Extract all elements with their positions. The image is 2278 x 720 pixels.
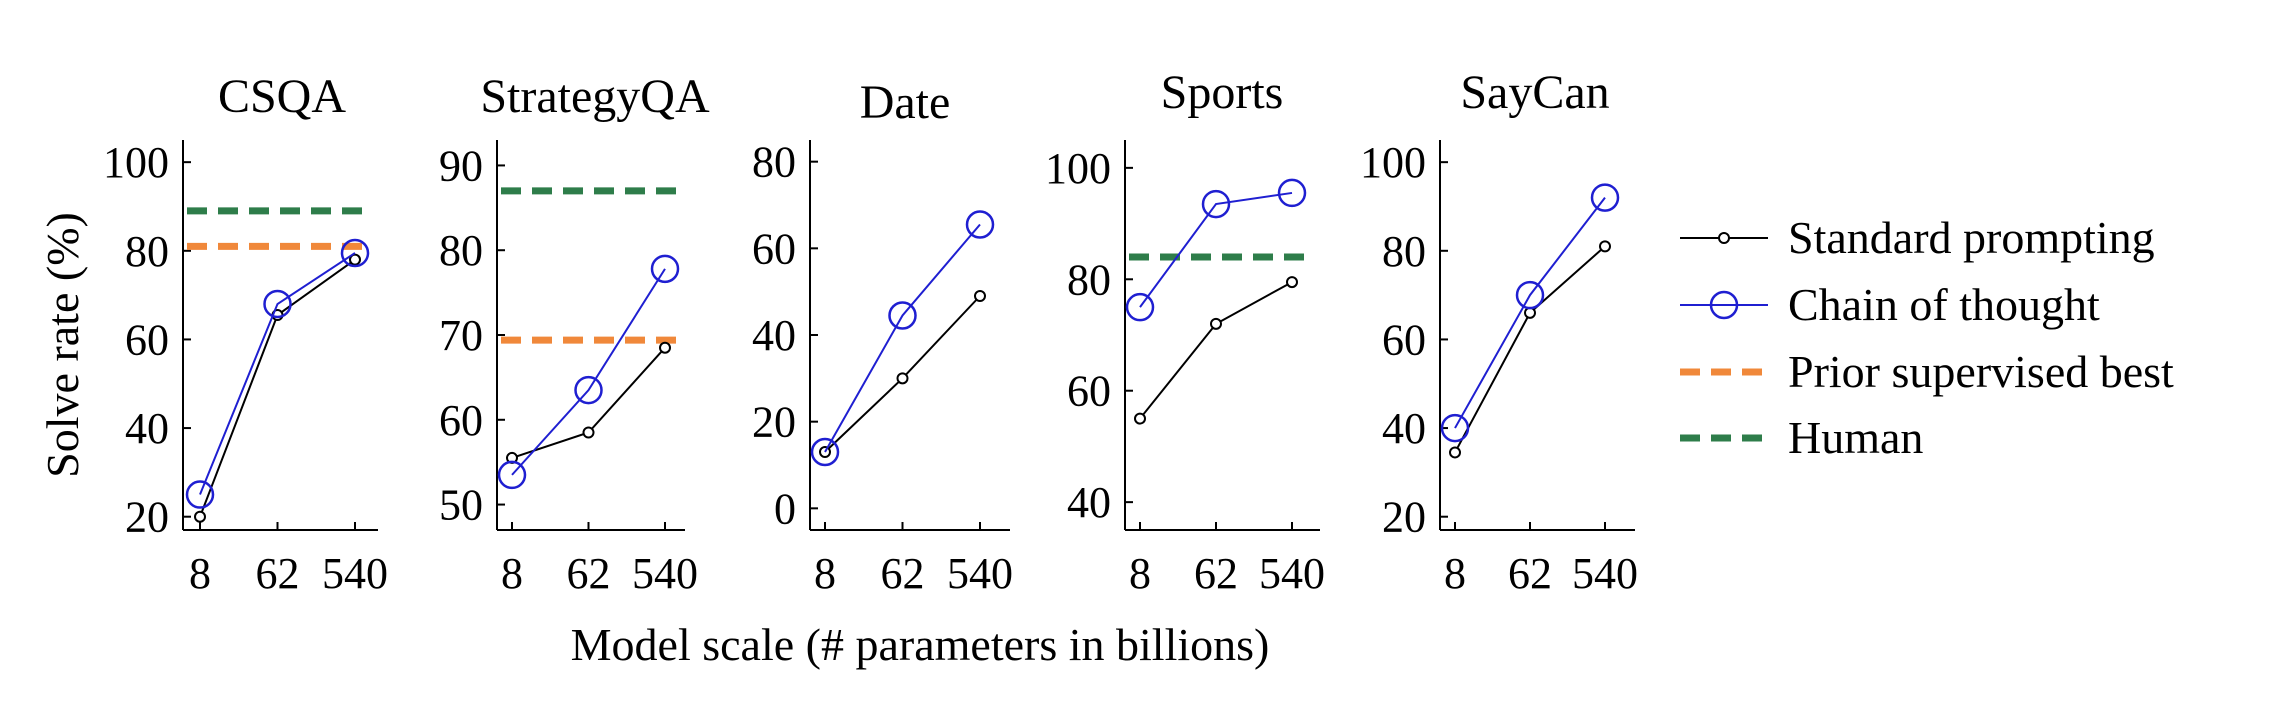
- y-tick-label: 60: [752, 224, 796, 273]
- x-tick-label: 62: [1194, 549, 1238, 598]
- panel-sports: Sports 40 60 80 100 8 62 540: [1045, 66, 1325, 598]
- chain-of-thought-point: [1277, 178, 1307, 208]
- x-tick-label: 62: [881, 549, 925, 598]
- legend-item: Human: [1680, 412, 1923, 463]
- y-tick-label: 0: [774, 484, 796, 533]
- y-tick-label: 20: [125, 493, 169, 542]
- standard-prompting-point: [1599, 240, 1611, 253]
- standard-prompting-point: [1134, 412, 1146, 425]
- y-tick-label: 70: [439, 311, 483, 360]
- standard-prompting-point: [974, 290, 986, 302]
- standard-prompting-point: [582, 426, 595, 439]
- chain-of-thought-point: [1590, 183, 1620, 212]
- panel-csqa: CSQA 20 40 60 80 100 8 62 540: [103, 70, 388, 598]
- standard-prompting-point: [194, 510, 206, 523]
- panel-date: Date 0 20 40 60 80 8 62 540: [752, 76, 1013, 598]
- y-tick-label: 40: [1382, 404, 1426, 453]
- x-axis-label: Model scale (# parameters in billions): [571, 619, 1270, 670]
- x-tick-label: 62: [256, 549, 300, 598]
- standard-prompting-point: [1449, 446, 1461, 459]
- chain-of-thought-line: [199, 252, 356, 495]
- legend: Standard prompting Chain of thought Prior …: [1680, 212, 2174, 463]
- panel-title-saycan: SayCan: [1460, 66, 1609, 119]
- legend-item: Prior supervised best: [1680, 346, 2174, 397]
- panel-strategyqa: StrategyQA 50 60 70 80 90 8 62 540: [439, 70, 710, 598]
- standard-prompting-point: [896, 372, 909, 385]
- legend-swatch-marker: [1709, 290, 1739, 320]
- x-tick-label: 8: [814, 549, 836, 598]
- x-tick-label: 8: [501, 549, 523, 598]
- legend-label: Chain of thought: [1788, 279, 2100, 330]
- y-tick-label: 40: [752, 311, 796, 360]
- legend-label: Standard prompting: [1788, 212, 2155, 263]
- chain-of-thought-point: [1440, 413, 1470, 443]
- chain-of-thought-line: [1454, 197, 1606, 429]
- chain-of-thought-point: [965, 210, 995, 239]
- chain-of-thought-point: [1515, 280, 1545, 310]
- legend-item: Chain of thought: [1680, 279, 2100, 330]
- chain-of-thought-point: [650, 254, 680, 284]
- y-tick-label: 80: [1382, 227, 1426, 276]
- legend-swatch-marker: [1718, 232, 1730, 244]
- chain-of-thought-point: [263, 289, 292, 319]
- x-tick-label: 8: [1444, 549, 1466, 598]
- y-tick-label: 60: [1067, 367, 1111, 416]
- chain-of-thought-point: [340, 238, 370, 268]
- chain-of-thought-point: [185, 480, 215, 509]
- legend-label: Human: [1788, 412, 1923, 463]
- standard-prompting-line: [1139, 281, 1293, 420]
- y-tick-label: 40: [1067, 478, 1111, 527]
- x-tick-label: 540: [632, 549, 698, 598]
- standard-prompting-point: [349, 253, 361, 266]
- chain-of-thought-point: [888, 301, 917, 330]
- panel-title-strategyqa: StrategyQA: [480, 70, 710, 123]
- y-tick-label: 60: [125, 315, 169, 364]
- x-tick-label: 8: [1129, 549, 1151, 598]
- standard-prompting-point: [659, 341, 671, 354]
- standard-prompting-line: [1454, 245, 1606, 453]
- standard-prompting-line: [199, 258, 356, 518]
- y-tick-label: 80: [1067, 255, 1111, 304]
- y-tick-label: 20: [752, 398, 796, 447]
- chain-of-thought-line: [1139, 191, 1293, 308]
- y-tick-label: 100: [103, 138, 169, 187]
- chain-of-thought-line: [824, 223, 981, 453]
- panel-title-csqa: CSQA: [218, 70, 346, 123]
- standard-prompting-point: [1210, 317, 1222, 330]
- y-tick-label: 80: [439, 226, 483, 275]
- panel-title-sports: Sports: [1161, 66, 1284, 119]
- chain-of-thought-line: [511, 268, 666, 476]
- y-tick-label: 80: [752, 138, 796, 187]
- legend-item: Standard prompting: [1680, 212, 2155, 263]
- x-tick-label: 540: [322, 549, 388, 598]
- chain-of-thought-point: [810, 437, 840, 467]
- chain-of-thought-point: [497, 460, 527, 490]
- y-tick-label: 100: [1045, 144, 1111, 193]
- x-tick-label: 8: [189, 549, 211, 598]
- y-axis-label: Solve rate (%): [37, 212, 88, 478]
- y-tick-label: 40: [125, 404, 169, 453]
- y-tick-label: 90: [439, 141, 483, 190]
- panel-title-date: Date: [860, 76, 951, 129]
- chain-of-thought-point: [574, 375, 603, 405]
- y-tick-label: 80: [125, 227, 169, 276]
- x-tick-label: 540: [947, 549, 1013, 598]
- x-tick-label: 540: [1259, 549, 1325, 598]
- x-tick-label: 540: [1572, 549, 1638, 598]
- chain-of-thought-point: [1125, 292, 1155, 322]
- standard-prompting-point: [1286, 276, 1298, 289]
- y-tick-label: 60: [439, 396, 483, 445]
- x-tick-label: 62: [567, 549, 611, 598]
- legend-label: Prior supervised best: [1788, 346, 2174, 397]
- y-tick-label: 50: [439, 481, 483, 530]
- chain-of-thought-point: [1201, 189, 1231, 219]
- y-tick-label: 100: [1360, 138, 1426, 187]
- y-tick-label: 20: [1382, 493, 1426, 542]
- y-tick-label: 60: [1382, 315, 1426, 364]
- panel-saycan: SayCan 20 40 60 80 100 8 62 540: [1360, 66, 1638, 598]
- x-tick-label: 62: [1508, 549, 1552, 598]
